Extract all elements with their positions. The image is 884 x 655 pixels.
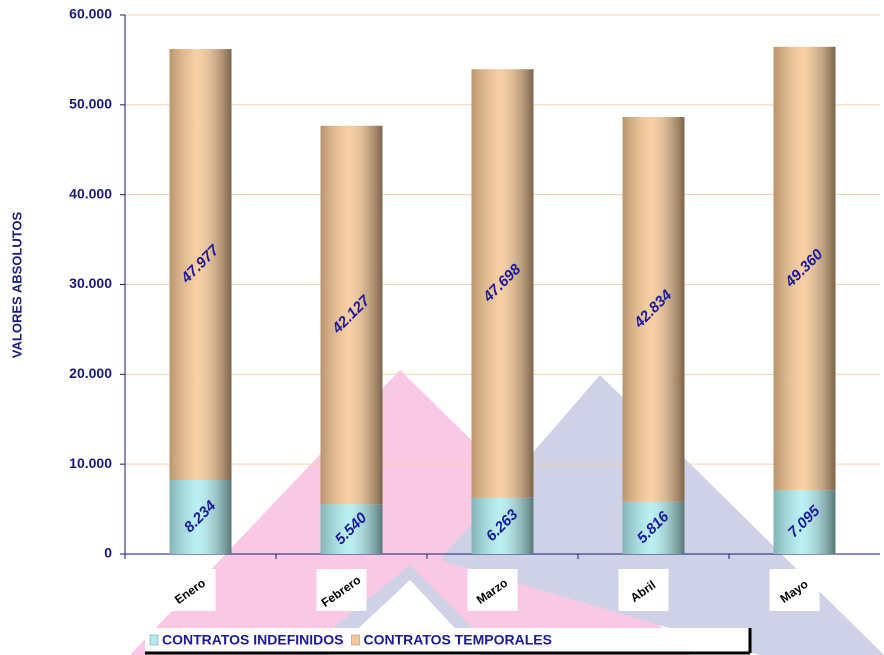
legend-label: CONTRATOS TEMPORALES [364,632,553,648]
x-label-box [316,569,367,611]
y-tick-label: 20.000 [69,365,112,381]
x-label-box [618,569,669,611]
y-tick-label: 0 [104,545,112,561]
bar-shade [471,497,534,554]
x-label-box [165,569,216,611]
x-label-box [467,569,518,611]
y-tick-label: 40.000 [69,185,112,201]
bar-shade [622,116,685,502]
legend-swatch [351,634,360,646]
y-tick-label: 50.000 [69,96,112,112]
y-tick-label: 30.000 [69,275,112,291]
bar-shade [320,125,383,505]
legend-label: CONTRATOS INDEFINIDOS [162,632,344,648]
bar-shade [773,46,836,491]
y-tick-label: 10.000 [69,455,112,471]
bar-shade [169,480,232,554]
legend: CONTRATOS INDEFINIDOS CONTRATOS TEMPORALE… [145,628,752,655]
bar-shade [471,69,534,498]
bar-shade [169,49,232,481]
legend-swatch [149,634,159,646]
bar-shade [622,501,685,554]
y-axis-label: VALORES ABSOLUTOS [9,211,24,358]
y-tick-label: 60.000 [69,6,112,22]
x-label-box [769,569,820,611]
bar-shade [320,504,383,554]
bar-shade [773,490,836,554]
